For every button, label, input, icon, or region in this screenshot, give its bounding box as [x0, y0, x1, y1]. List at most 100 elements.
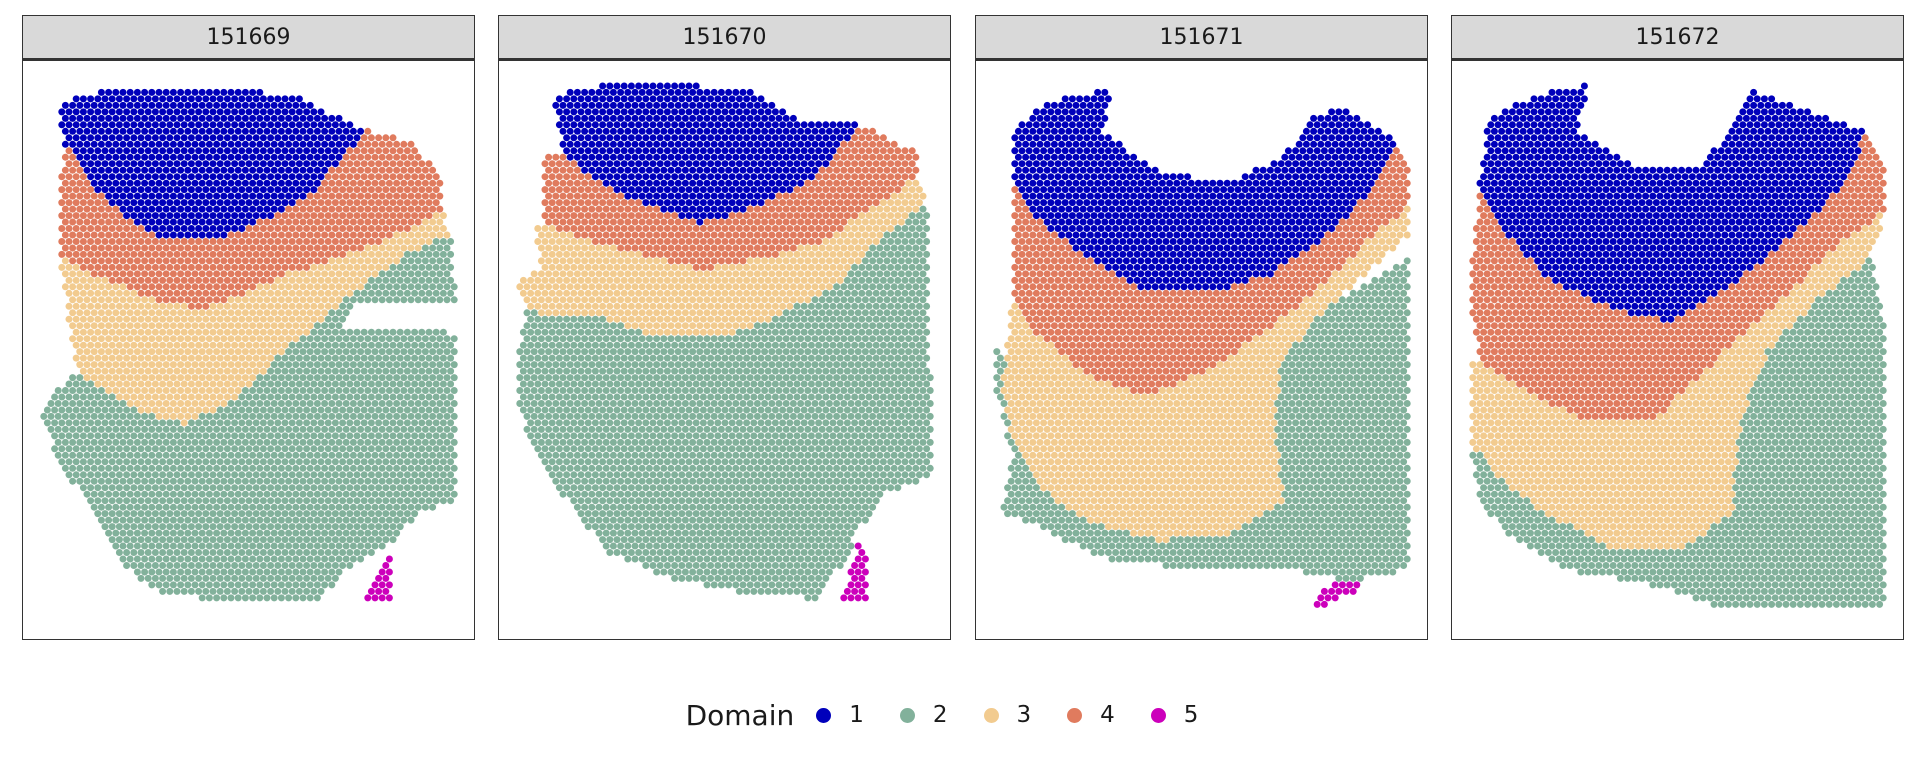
spot-point-domain-3 [79, 354, 87, 362]
spot-point-domain-2 [342, 387, 350, 394]
spot-point-domain-1 [825, 153, 833, 161]
spot-point-domain-2 [187, 574, 195, 582]
spot-point-domain-4 [346, 199, 354, 207]
spot-point-domain-2 [148, 412, 156, 420]
spot-point-domain-2 [227, 568, 235, 576]
spot-point-domain-1 [184, 205, 192, 213]
spot-point-domain-1 [112, 153, 120, 161]
spot-point-domain-4 [79, 186, 87, 194]
spot-point-domain-2 [213, 477, 221, 485]
spot-point-domain-1 [295, 186, 303, 194]
spot-point-domain-4 [162, 283, 170, 291]
spot-point-domain-4 [141, 244, 149, 252]
spot-point-domain-4 [768, 218, 776, 226]
spot-point-domain-3 [177, 361, 185, 369]
spot-point-domain-3 [195, 406, 203, 414]
spot-point-domain-4 [195, 302, 203, 310]
spot-point-domain-4 [256, 244, 264, 252]
spot-point-domain-2 [342, 374, 350, 382]
spot-point-domain-4 [173, 263, 181, 271]
spot-point-domain-4 [771, 199, 779, 207]
spot-point-domain-2 [105, 477, 113, 485]
spot-point-domain-2 [353, 406, 361, 414]
spot-point-domain-1 [735, 199, 743, 207]
spot-point-domain-2 [76, 412, 84, 420]
spot-point-domain-4 [555, 199, 563, 207]
spot-point-domain-4 [357, 179, 365, 187]
spot-point-domain-1 [710, 166, 718, 174]
spot-point-domain-1 [577, 95, 585, 103]
spot-point-domain-4 [645, 231, 653, 239]
spot-point-domain-1 [800, 147, 808, 155]
spot-point-domain-4 [306, 192, 314, 200]
spot-point-domain-3 [191, 374, 199, 382]
spot-point-domain-4 [786, 199, 794, 207]
spot-point-domain-2 [263, 568, 271, 576]
spot-point-domain-2 [256, 438, 264, 446]
spot-point-domain-4 [627, 225, 635, 232]
spot-point-domain-4 [259, 263, 267, 271]
spot-point-domain-1 [245, 95, 253, 103]
spot-point-domain-2 [292, 529, 300, 537]
spot-point-domain-1 [241, 88, 249, 96]
spot-point-domain-2 [292, 464, 300, 472]
spot-point-domain-4 [635, 212, 643, 220]
spot-point-domain-1 [599, 147, 607, 155]
spot-point-domain-2 [407, 438, 415, 446]
spot-point-domain-4 [169, 296, 177, 304]
spot-point-domain-2 [923, 212, 931, 220]
spot-point-domain-4 [295, 212, 303, 220]
spot-point-domain-1 [213, 231, 221, 239]
spot-point-domain-4 [83, 192, 91, 200]
spot-point-domain-2 [306, 438, 314, 446]
spot-point-domain-1 [660, 140, 668, 148]
spot-point-domain-3 [256, 348, 264, 356]
spot-point-domain-4 [573, 166, 581, 174]
spot-point-domain-2 [360, 497, 368, 505]
spot-point-domain-3 [234, 296, 242, 304]
spot-point-domain-3 [159, 315, 167, 323]
spot-point-domain-3 [267, 341, 275, 349]
spot-point-domain-4 [281, 238, 289, 245]
spot-point-domain-2 [400, 374, 408, 382]
spot-point-domain-1 [631, 179, 639, 187]
spot-point-domain-1 [717, 192, 725, 200]
spot-point-domain-1 [209, 121, 217, 129]
spot-point-domain-2 [180, 432, 188, 440]
spot-point-domain-2 [324, 328, 332, 336]
spot-point-domain-3 [393, 244, 401, 252]
spot-point-domain-4 [245, 276, 253, 284]
spot-point-domain-4 [313, 205, 321, 213]
spot-point-domain-3 [797, 244, 805, 252]
spot-point-domain-2 [274, 587, 282, 595]
spot-point-domain-3 [112, 309, 120, 317]
spot-point-domain-1 [155, 88, 163, 96]
spot-point-domain-3 [259, 302, 267, 310]
spot-point-domain-2 [198, 464, 206, 472]
spot-point-domain-2 [429, 387, 437, 394]
spot-point-domain-2 [375, 341, 383, 349]
spot-point-domain-1 [238, 186, 246, 194]
spot-point-domain-3 [241, 348, 249, 356]
spot-point-domain-3 [223, 328, 231, 336]
spot-point-domain-2 [119, 438, 127, 446]
spot-point-domain-2 [137, 471, 145, 479]
spot-point-domain-4 [148, 244, 156, 252]
spot-point-domain-1 [764, 121, 772, 129]
spot-point-domain-1 [180, 121, 188, 129]
spot-point-domain-3 [378, 257, 386, 265]
spot-point-domain-3 [166, 393, 174, 401]
spot-point-domain-4 [220, 296, 228, 304]
spot-point-domain-2 [393, 361, 401, 369]
spot-point-domain-4 [112, 257, 120, 265]
spot-point-domain-2 [245, 406, 253, 414]
spot-point-domain-4 [87, 250, 95, 258]
spot-point-domain-4 [101, 250, 109, 258]
spot-point-domain-3 [901, 212, 909, 220]
spot-point-domain-4 [414, 179, 422, 187]
spot-point-domain-4 [807, 186, 815, 194]
spot-point-domain-1 [638, 88, 646, 96]
spot-point-domain-4 [72, 186, 80, 194]
spot-point-domain-3 [133, 400, 141, 407]
spot-point-domain-2 [227, 542, 235, 550]
